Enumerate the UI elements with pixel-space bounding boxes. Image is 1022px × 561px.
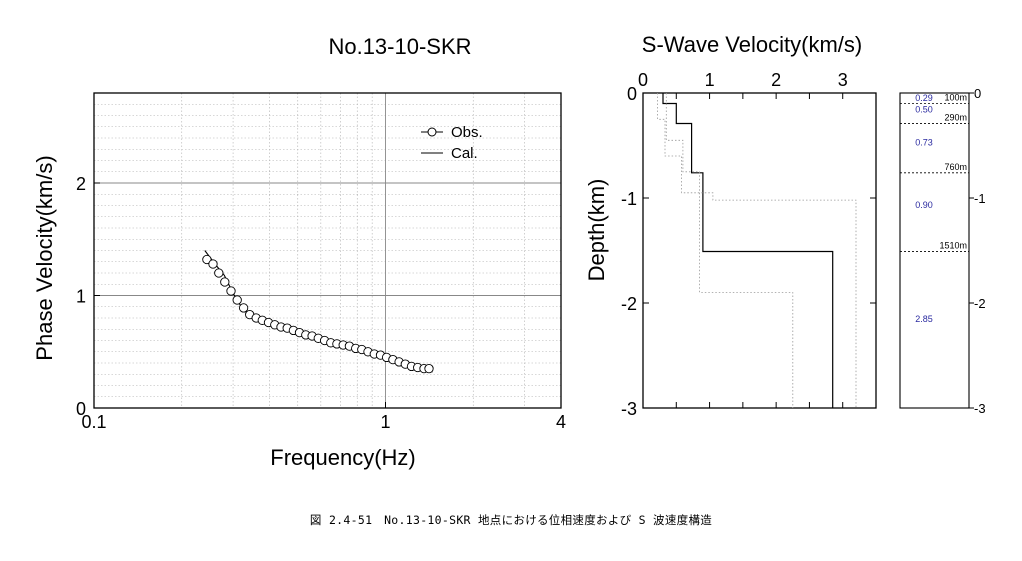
phase-velocity-chart: No.13-10-SKR 0.1 1 4 0 1 2 Frequency(Hz) Pha… (32, 34, 566, 470)
velocity-profiles (657, 93, 857, 408)
right-plot-frame (642, 92, 877, 409)
left-y-tick-labels: 0 1 2 (76, 174, 86, 419)
left-y-tick-label: 1 (76, 287, 86, 307)
cal-series (204, 250, 433, 373)
search-range-profile (665, 93, 794, 408)
right-y-tick-label: -1 (621, 189, 637, 209)
layer-depth-label: 760m (944, 162, 967, 172)
layer-column-tick-label: -2 (974, 296, 986, 311)
obs-point (232, 295, 242, 305)
cal-line (204, 250, 433, 373)
layer-column-tick-label: 0 (974, 86, 981, 101)
right-tick-marks (643, 93, 876, 408)
layer-column-ticks: 0 -1 -2 -3 (969, 86, 986, 416)
right-x-tick-label: 1 (705, 70, 715, 90)
obs-point (220, 277, 230, 287)
left-y-tick-label: 2 (76, 174, 86, 194)
legend-cal-label: Cal. (451, 145, 478, 162)
s-wave-velocity-chart: S-Wave Velocity(km/s) 0 1 2 3 0 -1 -2 -3 Depth… (584, 32, 877, 419)
obs-point (214, 268, 224, 278)
right-x-tick-label: 3 (838, 70, 848, 90)
best-model-profile (662, 93, 834, 408)
right-y-tick-label: -2 (621, 294, 637, 314)
left-x-tick-labels: 0.1 1 4 (81, 412, 566, 432)
layer-column-content: 0.29 100m 0.50 290m 0.73 760m 0.90 1510m 2.85 (900, 93, 969, 324)
left-y-tick-label: 0 (76, 399, 86, 419)
layer-velocity-label: 2.85 (915, 314, 933, 324)
layer-depth-label: 1510m (939, 241, 967, 251)
obs-point (226, 286, 236, 296)
layer-depth-label: 290m (944, 112, 967, 122)
right-y-tick-label: -3 (621, 399, 637, 419)
figure-caption: 図 2.4-51 No.13-10-SKR 地点における位相速度および S 波速… (309, 513, 713, 527)
obs-series (202, 254, 434, 374)
layer-column-frame (899, 92, 970, 409)
left-y-axis-label: Phase Velocity(km/s) (32, 155, 57, 360)
right-y-tick-labels: 0 -1 -2 -3 (621, 84, 637, 419)
obs-point (202, 254, 212, 265)
layer-velocity-label: 0.50 (915, 104, 933, 114)
right-y-axis-label: Depth(km) (584, 179, 609, 282)
obs-point (238, 303, 249, 313)
right-y-tick-label: 0 (627, 84, 637, 104)
right-x-tick-label: 0 (638, 70, 648, 90)
left-grid (94, 93, 561, 408)
obs-point (208, 259, 218, 269)
left-plot-frame (93, 92, 562, 409)
right-x-tick-label: 2 (771, 70, 781, 90)
layer-velocity-label: 0.29 (915, 93, 933, 103)
right-chart-title: S-Wave Velocity(km/s) (642, 32, 862, 57)
layer-column-tick-label: -1 (974, 191, 986, 206)
obs-point (424, 363, 434, 374)
left-x-axis-label: Frequency(Hz) (270, 445, 415, 470)
layer-column: 0.29 100m 0.50 290m 0.73 760m 0.90 1510m 2.85 0 -… (899, 86, 986, 416)
legend-obs-marker (427, 127, 437, 137)
left-chart-title: No.13-10-SKR (328, 34, 471, 59)
legend: Obs. Cal. (421, 124, 483, 162)
layer-velocity-label: 0.90 (915, 200, 933, 210)
left-x-tick-label: 1 (380, 412, 390, 432)
legend-obs-label: Obs. (451, 124, 483, 141)
right-x-tick-labels: 0 1 2 3 (638, 70, 848, 90)
layer-column-tick-label: -3 (974, 401, 986, 416)
left-x-tick-label: 4 (556, 412, 566, 432)
left-x-tick-label: 0.1 (81, 412, 106, 432)
search-range-profile (657, 93, 857, 408)
left-tick-marks (93, 182, 386, 409)
layer-velocity-label: 0.73 (915, 138, 933, 148)
layer-depth-label: 100m (944, 93, 967, 103)
